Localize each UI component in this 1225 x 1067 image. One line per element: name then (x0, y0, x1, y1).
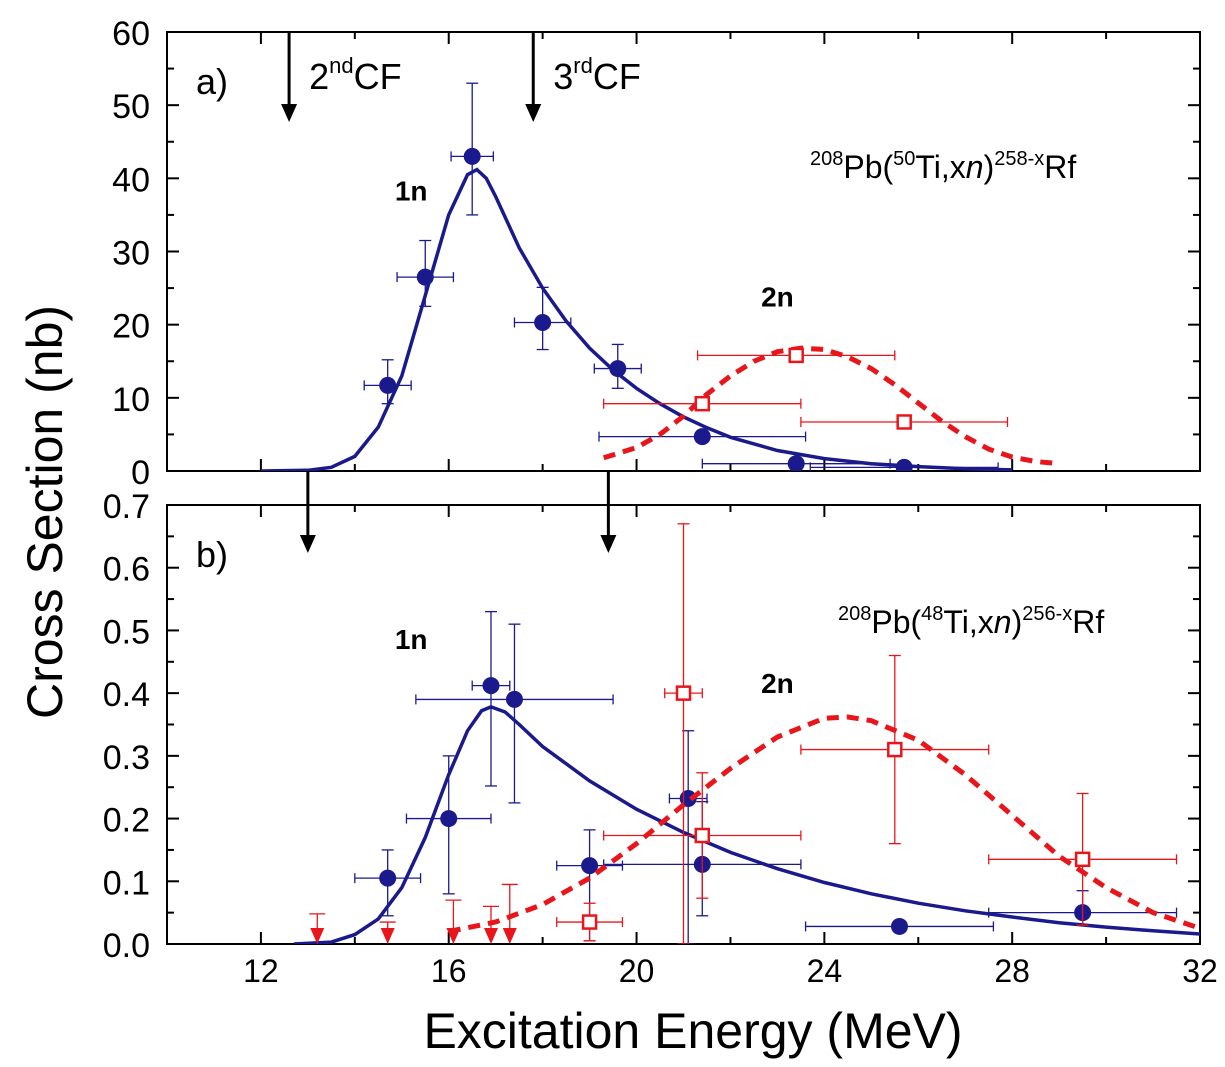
y-tick-label: 0.4 (103, 676, 150, 714)
reaction-element: Rf (1044, 149, 1076, 185)
y-tick-label: 0.2 (103, 802, 150, 840)
plot-frame (166, 31, 1201, 472)
y-tick-label: 0.1 (103, 864, 150, 902)
y-tick-label: 0.5 (103, 613, 150, 651)
data-point-1n (609, 360, 627, 378)
data-point-2n (896, 414, 912, 430)
upper-limit-arrow (446, 928, 461, 944)
data-point-2n (694, 395, 711, 412)
y-tick-label: 0 (131, 454, 150, 492)
series-2n (309, 523, 1200, 944)
y-tick-label: 50 (112, 88, 150, 126)
fit-curve-1n (293, 705, 1200, 944)
x-axis-title: Excitation Energy (MeV) (423, 1003, 962, 1059)
data-point-1n (534, 313, 552, 331)
channel-label: 2n (761, 281, 794, 312)
x-tick-label: 16 (431, 953, 467, 989)
y-tick-label: 0.7 (103, 488, 150, 526)
cf-label-text: CF (593, 56, 641, 97)
reaction-neutron: n (994, 604, 1012, 640)
data-point-2n (694, 827, 711, 844)
reaction-mass-target: 208 (838, 603, 871, 625)
y-tick-label: 60 (112, 15, 150, 53)
channel-label: 1n (395, 624, 428, 655)
fit-curve-2n (602, 345, 1060, 467)
panel-label: b) (196, 534, 228, 575)
cf-arrow-head (525, 104, 542, 122)
data-point-2n (1074, 851, 1091, 868)
data-point-1n (379, 869, 397, 887)
reaction-target: Pb( (871, 604, 921, 640)
x-tick-label: 28 (994, 953, 1030, 989)
upper-limit-arrow (483, 928, 498, 944)
series-1n (260, 82, 1013, 471)
reaction-element: Rf (1072, 604, 1104, 640)
cf-label-suffix: nd (329, 53, 353, 78)
upper-limit-arrow (502, 928, 517, 944)
reaction-label: 208Pb(50Ti,xn)258-xRf (810, 148, 1076, 185)
data-point-1n (693, 428, 711, 446)
reaction-close: ) (1012, 604, 1023, 640)
reaction-mass-projectile: 50 (893, 148, 915, 170)
series-1n (293, 610, 1200, 944)
y-tick-label: 0.6 (103, 551, 150, 589)
reaction-mass-target: 208 (810, 148, 843, 170)
reaction-target: Pb( (843, 149, 893, 185)
reaction-mass-projectile: 48 (921, 603, 943, 625)
series-2n (602, 345, 1060, 467)
reaction-projectile: Ti,x (915, 149, 965, 185)
reaction-projectile: Ti,x (943, 604, 993, 640)
data-point-2n (675, 685, 692, 701)
cf-label: 2ndCF (309, 53, 402, 97)
cf-label-text: CF (354, 56, 402, 97)
reaction-label: 208Pb(48Ti,xn)256-xRf (838, 603, 1104, 640)
reaction-neutron: n (966, 149, 984, 185)
data-point-1n (463, 147, 481, 165)
y-tick-label: 10 (112, 381, 150, 419)
panel-label: a) (196, 61, 228, 102)
data-point-1n (581, 857, 599, 875)
cf-arrow-head (600, 535, 617, 553)
x-axis: 12 16 20 24 28 32 (243, 953, 1218, 989)
y-tick-label: 30 (112, 235, 150, 273)
data-point-1n (895, 458, 913, 471)
cf-arrow-head (299, 535, 316, 553)
fit-curve-2n (448, 714, 1200, 934)
x-tick-label: 32 (1182, 953, 1218, 989)
channel-label: 2n (761, 668, 794, 699)
data-point-1n (440, 810, 458, 828)
panel-a: 0102030405060a)208Pb(50Ti,xn)258-xRf2ndC… (112, 15, 1201, 492)
cf-label-number: 2 (309, 56, 329, 97)
data-point-2n (581, 914, 598, 930)
cf-label: 3rdCF (553, 53, 641, 97)
upper-limit-arrow (380, 928, 395, 944)
reaction-mass-product: 256-x (1022, 603, 1072, 625)
reaction-mass-product: 258-x (994, 148, 1044, 170)
fit-curve-1n (260, 167, 1013, 471)
data-point-1n (787, 455, 805, 471)
data-point-1n (379, 376, 397, 394)
y-axis-title: Cross Section (nb) (17, 305, 73, 719)
data-point-2n (887, 741, 903, 758)
data-point-1n (482, 677, 500, 695)
y-tick-label: 40 (112, 161, 150, 199)
data-point-2n (788, 347, 804, 364)
cf-label-suffix: rd (573, 53, 593, 78)
data-point-1n (505, 690, 523, 708)
y-tick-label: 0.0 (103, 927, 150, 965)
x-tick-label: 24 (807, 953, 843, 989)
upper-limit-arrow (310, 928, 325, 944)
cf-label-number: 3 (553, 56, 573, 97)
cf-arrow-head (281, 104, 298, 122)
data-point-1n (890, 917, 908, 935)
data-point-1n (416, 268, 434, 286)
channel-label: 1n (395, 175, 428, 206)
reaction-close: ) (984, 149, 995, 185)
y-tick-label: 20 (112, 308, 150, 346)
x-tick-label: 20 (619, 953, 655, 989)
panel-b: 0.0 0.1 0.2 0.3 0.4 0.5 0.6 0.7 b) 208Pb(48Ti,xn)… (103, 472, 1201, 965)
y-tick-label: 0.3 (103, 739, 150, 777)
x-tick-label: 12 (243, 953, 279, 989)
